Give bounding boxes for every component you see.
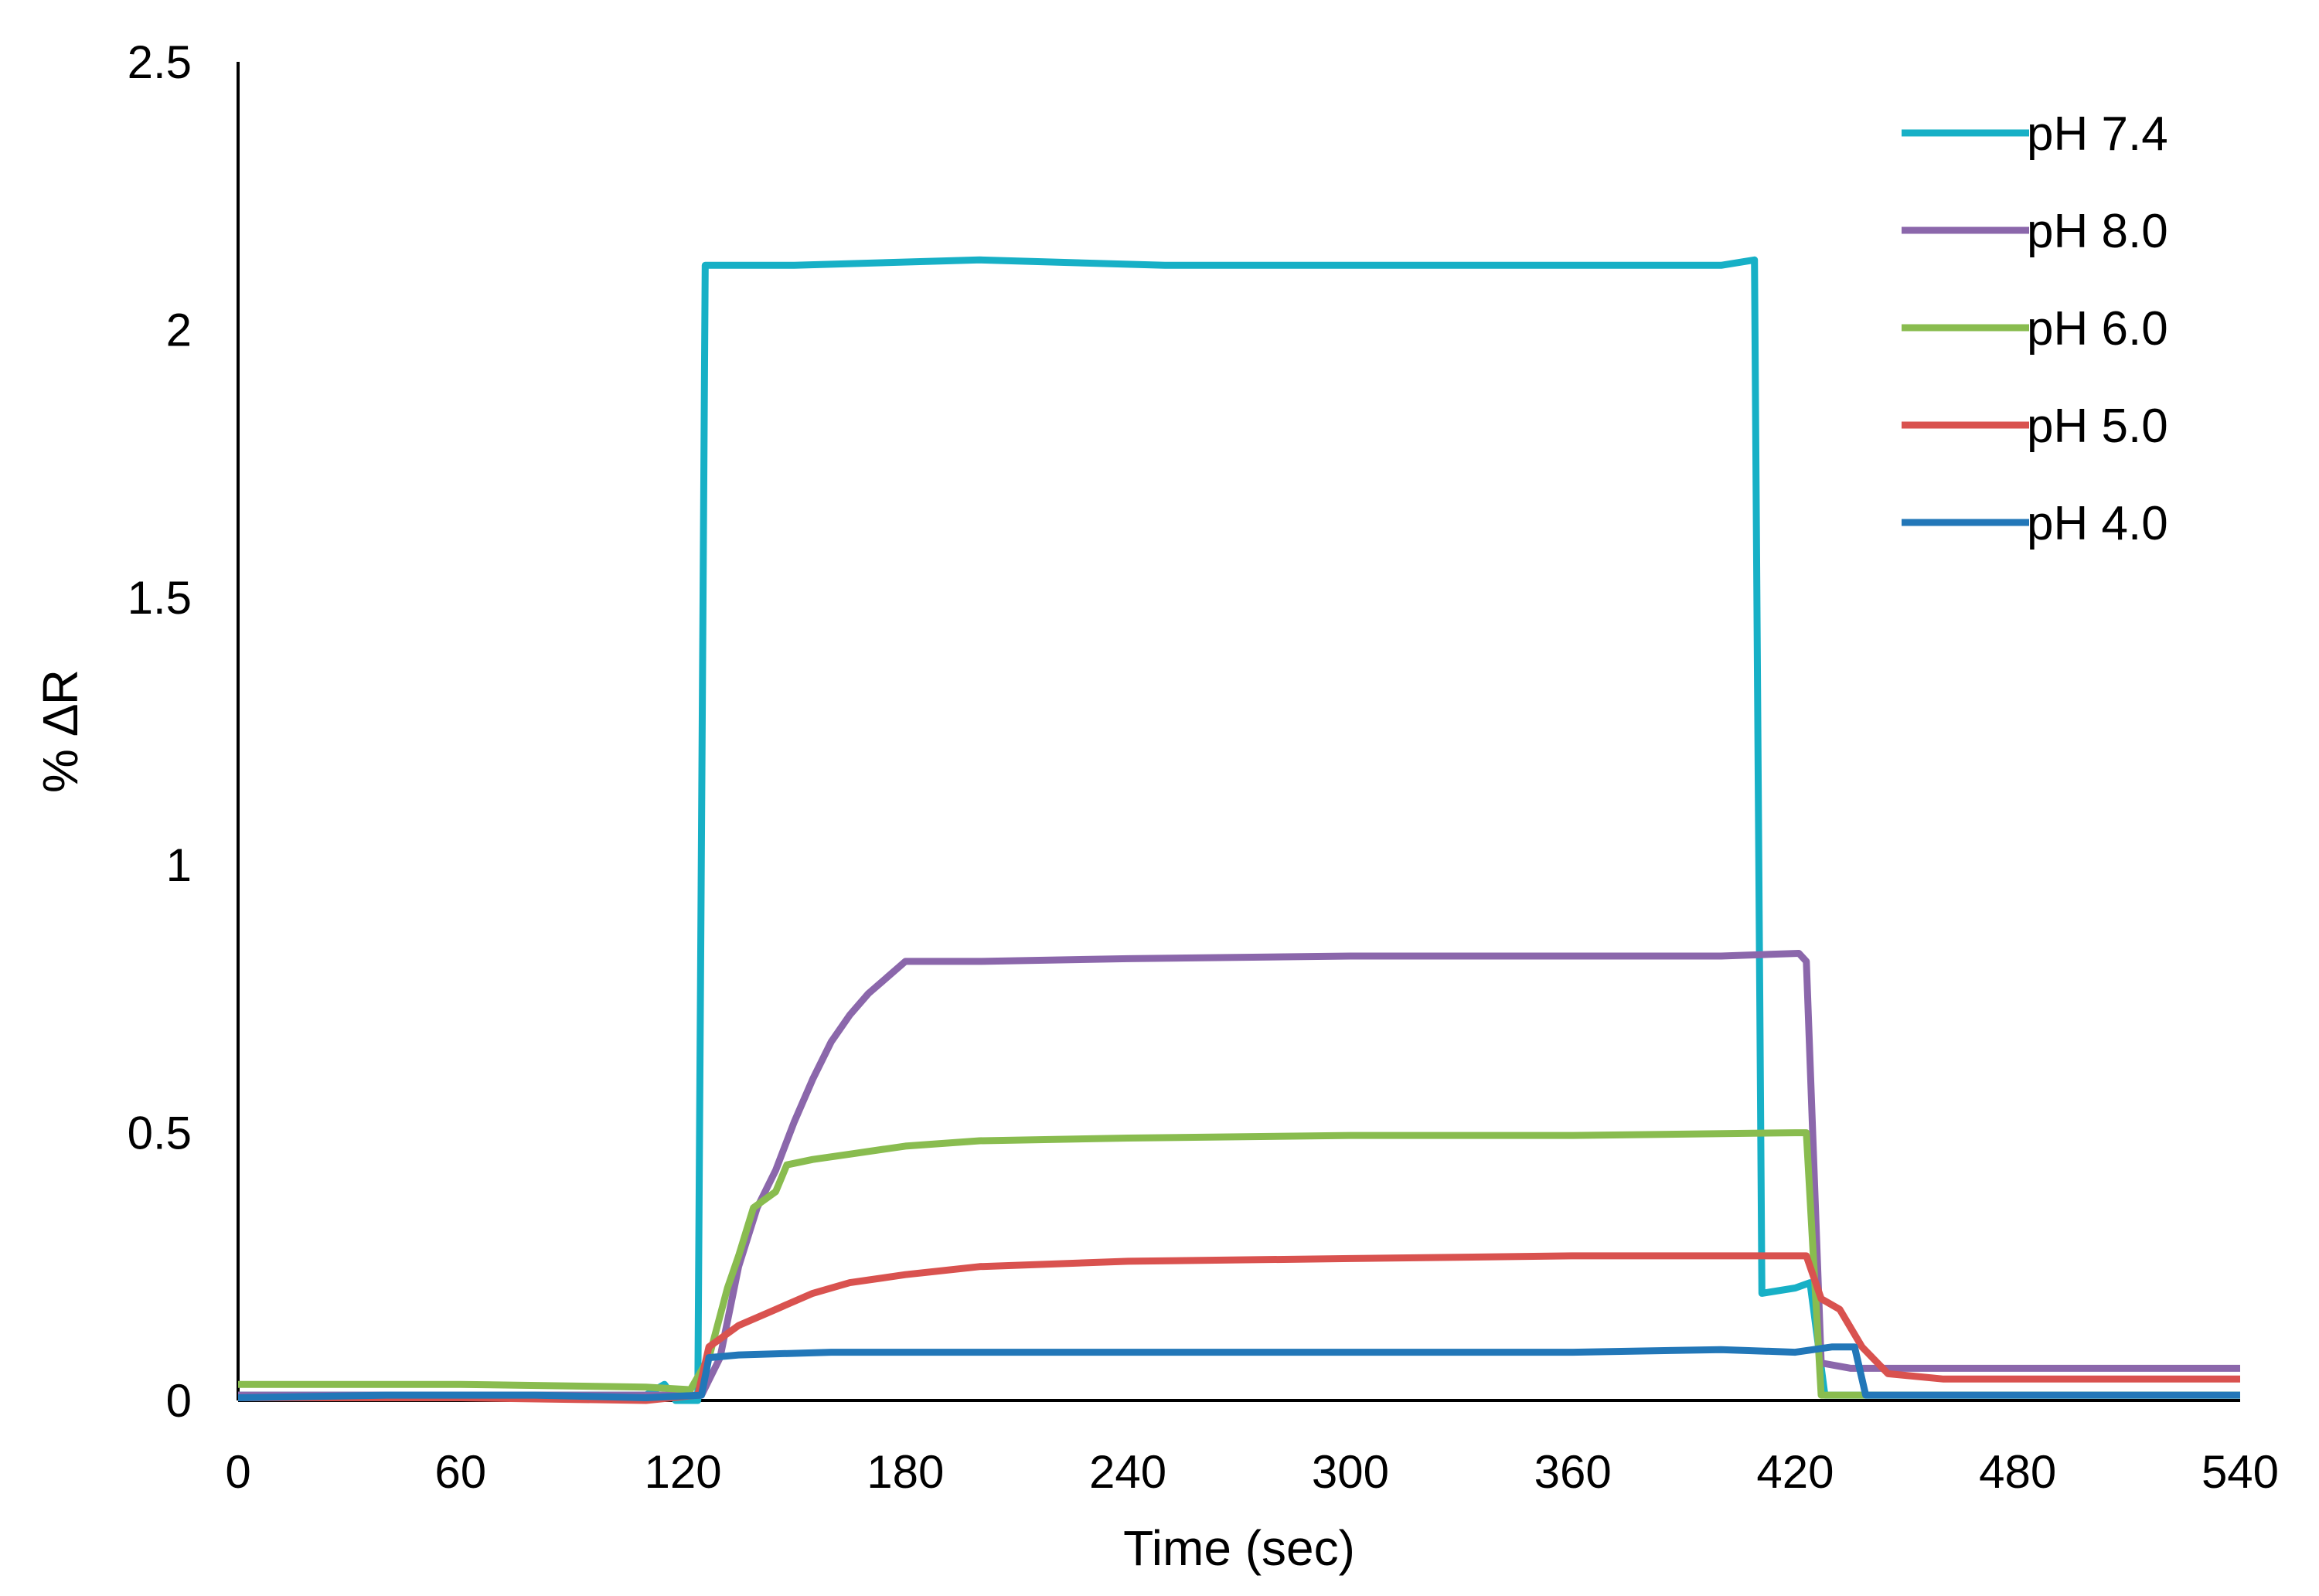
x-tick-label: 480 [1979, 1446, 2056, 1498]
y-tick-labels: 0 0.5 1 1.5 2 2.5 [128, 36, 192, 1427]
legend-label: pH 5.0 [2027, 400, 2168, 453]
series-line-ph-7-4 [238, 256, 2240, 1404]
x-axis-title: Time (sec) [1123, 1520, 1355, 1576]
legend: pH 7.4 pH 8.0 pH 6.0 pH 5.0 pH 4.0 [1902, 107, 2168, 550]
y-tick-label: 0.5 [128, 1108, 192, 1159]
x-tick-label: 180 [867, 1446, 944, 1498]
x-tick-label: 540 [2202, 1446, 2279, 1498]
y-tick-label: 2 [166, 304, 192, 356]
legend-label: pH 8.0 [2027, 205, 2168, 258]
x-tick-label: 120 [645, 1446, 722, 1498]
series-line-ph-6-0 [238, 1129, 2240, 1399]
series-line-ph-4-0 [237, 1343, 2240, 1401]
x-tick-label: 240 [1089, 1446, 1166, 1498]
legend-label: pH 6.0 [2027, 302, 2168, 356]
y-tick-label: 1 [166, 839, 192, 891]
x-tick-label: 360 [1534, 1446, 1612, 1498]
x-tick-label: 0 [225, 1446, 250, 1498]
y-tick-label: 0 [166, 1375, 192, 1427]
x-tick-label: 300 [1312, 1446, 1389, 1498]
x-tick-label: 60 [434, 1446, 486, 1498]
x-tick-labels: 0 60 120 180 240 300 360 420 480 540 [225, 1446, 2279, 1498]
y-tick-label: 1.5 [128, 572, 192, 624]
legend-label: pH 7.4 [2027, 107, 2168, 161]
y-axis-title: % ∆R [32, 669, 88, 793]
series-line-ph-8-0 [238, 950, 2240, 1399]
x-tick-label: 420 [1756, 1446, 1834, 1498]
series-lines [237, 256, 2240, 1404]
legend-label: pH 4.0 [2027, 497, 2168, 550]
y-tick-label: 2.5 [128, 36, 192, 88]
series-line-ph-5-0 [238, 1252, 2240, 1404]
